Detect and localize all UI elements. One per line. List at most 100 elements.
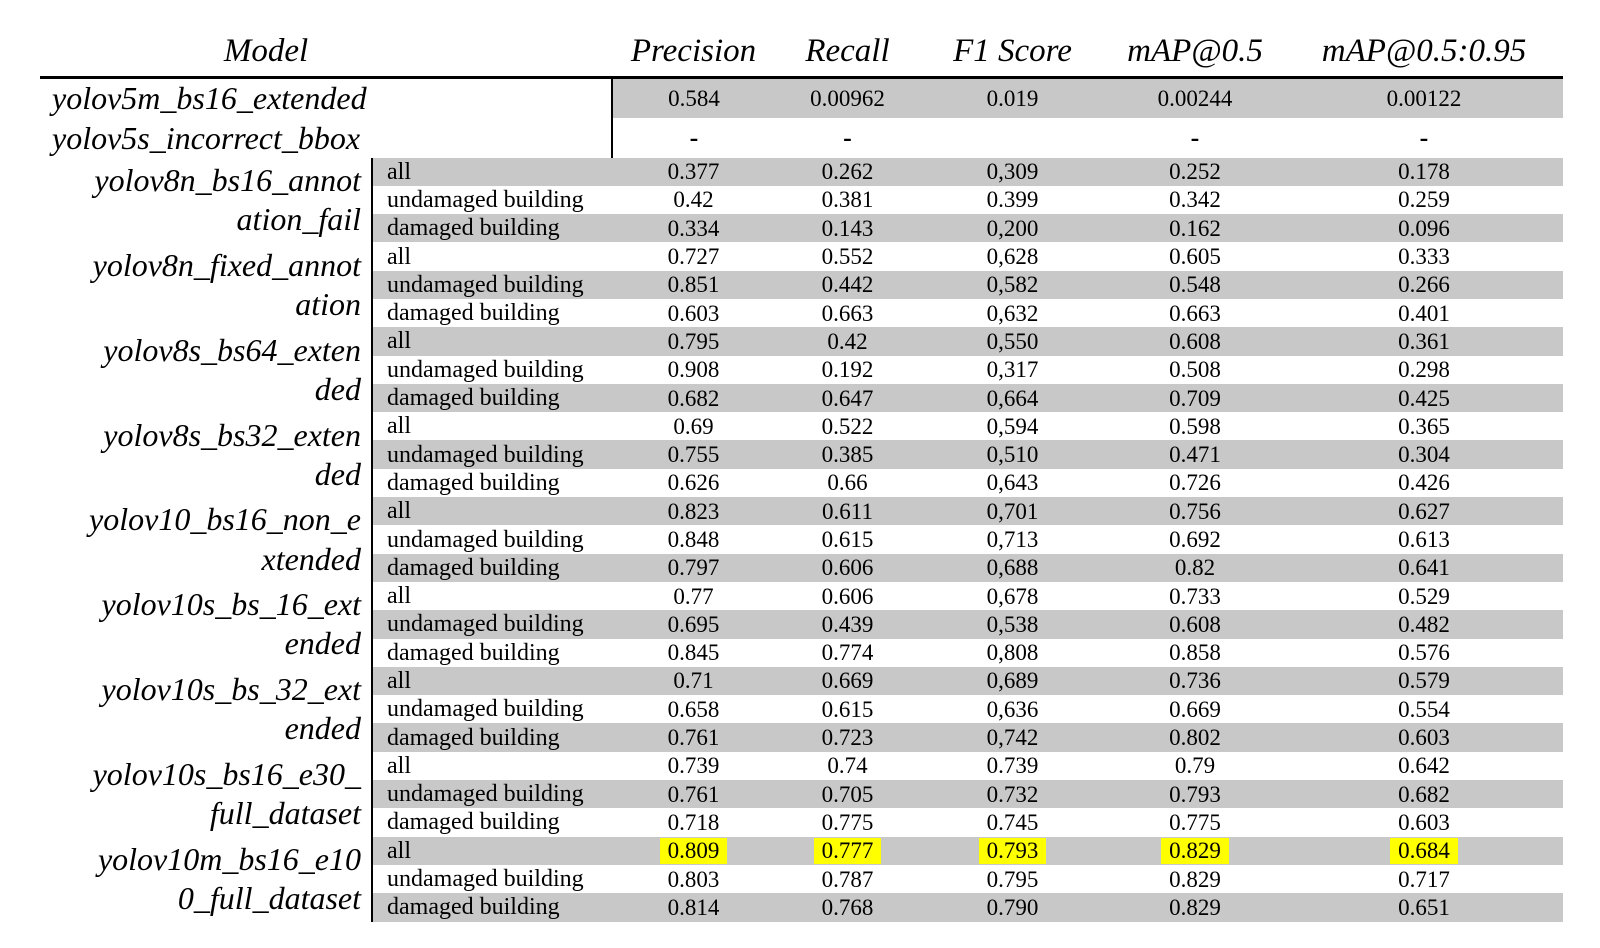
metric-value: 0.795 xyxy=(612,327,775,356)
highlighted-value: 0.793 xyxy=(978,837,1047,864)
metric-value: 0.682 xyxy=(1285,780,1563,809)
metric-value: 0.641 xyxy=(1285,553,1563,582)
class-label: undamaged building xyxy=(372,780,612,809)
class-label: damaged building xyxy=(372,723,612,752)
class-label: undamaged building xyxy=(387,696,584,723)
table-row: undamaged building 0.761 0.705 0.732 0.793 0.… xyxy=(40,780,1563,809)
metric-value: 0.00122 xyxy=(1285,77,1563,118)
table-row: yolov10s_bs16_e30_ full_dataset all 0.739 0.… xyxy=(40,751,1563,837)
class-label: undamaged building xyxy=(387,356,584,383)
model-name: yolov8s_bs64_exten ded xyxy=(40,327,373,413)
metric-value: 0.579 xyxy=(1285,666,1563,696)
class-label: undamaged building xyxy=(372,440,612,469)
metric-value: 0,550 xyxy=(920,327,1105,356)
column-header-precision: Precision xyxy=(612,30,775,79)
metric-value: 0.669 xyxy=(1169,696,1221,722)
column-header-model: Model xyxy=(40,30,612,79)
metric-value: 0,643 xyxy=(986,470,1039,496)
metric-value: 0,538 xyxy=(920,610,1105,639)
metric-value: 0,582 xyxy=(920,270,1105,299)
metric-value: 0,200 xyxy=(920,214,1105,243)
metric-value: 0.802 xyxy=(1105,723,1285,752)
metric-value: 0.663 xyxy=(1169,300,1221,326)
table-row: damaged building 0.761 0.723 0,742 0.802 0.60… xyxy=(40,723,1563,752)
metric-value: 0.554 xyxy=(1398,696,1450,722)
metric-value: 0.745 xyxy=(986,809,1039,835)
metric-value: 0.508 xyxy=(1169,357,1221,383)
metric-value: 0.626 xyxy=(667,470,720,496)
class-label: damaged building xyxy=(387,809,560,836)
table-row: damaged building 0.718 0.775 0.745 0.775 0.60… xyxy=(40,808,1563,836)
metric-value: 0.663 xyxy=(821,300,874,326)
class-label: all xyxy=(372,157,612,186)
class-label: all xyxy=(387,243,411,270)
metric-value: 0.829 xyxy=(1169,866,1221,892)
metric-value: 0.342 xyxy=(1169,187,1221,213)
table-row: undamaged building 0.851 0.442 0,582 0.548 0.… xyxy=(40,270,1563,299)
metric-value: 0,309 xyxy=(920,157,1105,186)
table-row: damaged building 0.626 0.66 0,643 0.726 0.426 xyxy=(40,469,1563,497)
class-label: undamaged building xyxy=(387,866,584,893)
table-row: undamaged building 0.908 0.192 0,317 0.508 0.… xyxy=(40,356,1563,384)
metric-value: 0.605 xyxy=(1169,244,1221,270)
table-header: Model Precision Recall F1 Score mAP@0.5 … xyxy=(40,30,1563,79)
table-row: damaged building 0.682 0.647 0,664 0.709 0.42… xyxy=(40,383,1563,413)
metric-value: 0.793 xyxy=(1105,780,1285,809)
metric-value: 0.642 xyxy=(1398,753,1450,779)
metric-value: 0.439 xyxy=(775,610,920,639)
metric-value: 0.658 xyxy=(667,696,720,722)
metric-value: 0.733 xyxy=(1169,583,1221,609)
metric-value: 0.787 xyxy=(821,866,874,892)
metric-value: 0.809 xyxy=(612,836,775,865)
metric-value: 0.627 xyxy=(1285,497,1563,526)
metric-value: 0.603 xyxy=(667,300,720,326)
metric-value: 0.732 xyxy=(920,780,1105,809)
metric-value: 0.304 xyxy=(1285,440,1563,469)
metric-value: - xyxy=(689,122,699,152)
metric-value: 0.576 xyxy=(1398,640,1450,666)
metric-value: 0.775 xyxy=(1169,809,1221,835)
metric-value: 0.266 xyxy=(1285,270,1563,299)
table-row: undamaged building 0.695 0.439 0,538 0.608 0.… xyxy=(40,610,1563,639)
metric-value: - xyxy=(1419,122,1429,152)
metric-value: 0.739 xyxy=(667,753,720,779)
metric-value: 0,808 xyxy=(986,640,1039,666)
class-label: all xyxy=(372,836,612,865)
class-label: damaged building xyxy=(372,214,612,243)
metric-value: 0.552 xyxy=(821,244,874,270)
metric-value: 0.401 xyxy=(1398,300,1450,326)
class-label: all xyxy=(387,583,411,610)
class-label: undamaged building xyxy=(387,526,584,553)
table-row: damaged building 0.334 0.143 0,200 0.162 0.09… xyxy=(40,214,1563,243)
metric-value: 0.774 xyxy=(821,640,874,666)
metric-value: 0.74 xyxy=(827,753,868,779)
metric-value: 0.162 xyxy=(1105,214,1285,243)
highlighted-value: 0.684 xyxy=(1390,837,1458,864)
metric-value: 0.482 xyxy=(1285,610,1563,639)
column-header-map05: mAP@0.5 xyxy=(1105,30,1285,79)
metric-value: 0,628 xyxy=(986,244,1039,270)
class-label: damaged building xyxy=(372,383,612,413)
metric-value: 0.651 xyxy=(1285,893,1563,922)
metric-value: 0.790 xyxy=(920,893,1105,922)
metric-value: 0.736 xyxy=(1105,666,1285,696)
metric-value: 0.858 xyxy=(1169,640,1221,666)
metric-value: 0.615 xyxy=(821,696,874,722)
metric-value: 0.71 xyxy=(612,666,775,696)
metric-value: 0.598 xyxy=(1169,413,1221,439)
metric-value: 0.143 xyxy=(775,214,920,243)
metric-value: 0,742 xyxy=(920,723,1105,752)
metric-value: 0,664 xyxy=(920,383,1105,413)
metric-value: 0.705 xyxy=(775,780,920,809)
metric-value: 0.829 xyxy=(1105,836,1285,865)
column-header-map05-095: mAP@0.5:0.95 xyxy=(1285,30,1563,79)
table-row: yolov8s_bs32_exten ded all 0.69 0.522 0,594 0.… xyxy=(40,412,1563,498)
metric-value: 0,594 xyxy=(986,413,1039,439)
metric-value: 0,632 xyxy=(986,300,1039,326)
table-body: yolov5m_bs16_extended 0.584 0.00962 0.019 0.… xyxy=(40,77,1563,922)
table-row: yolov10s_bs_32_ext ended all 0.71 0.669 0,689… xyxy=(40,666,1563,752)
metric-value: 0,713 xyxy=(986,527,1039,552)
metric-value: 0,510 xyxy=(920,440,1105,469)
metric-value: 0.42 xyxy=(673,187,714,213)
metric-value: 0.717 xyxy=(1398,866,1450,892)
